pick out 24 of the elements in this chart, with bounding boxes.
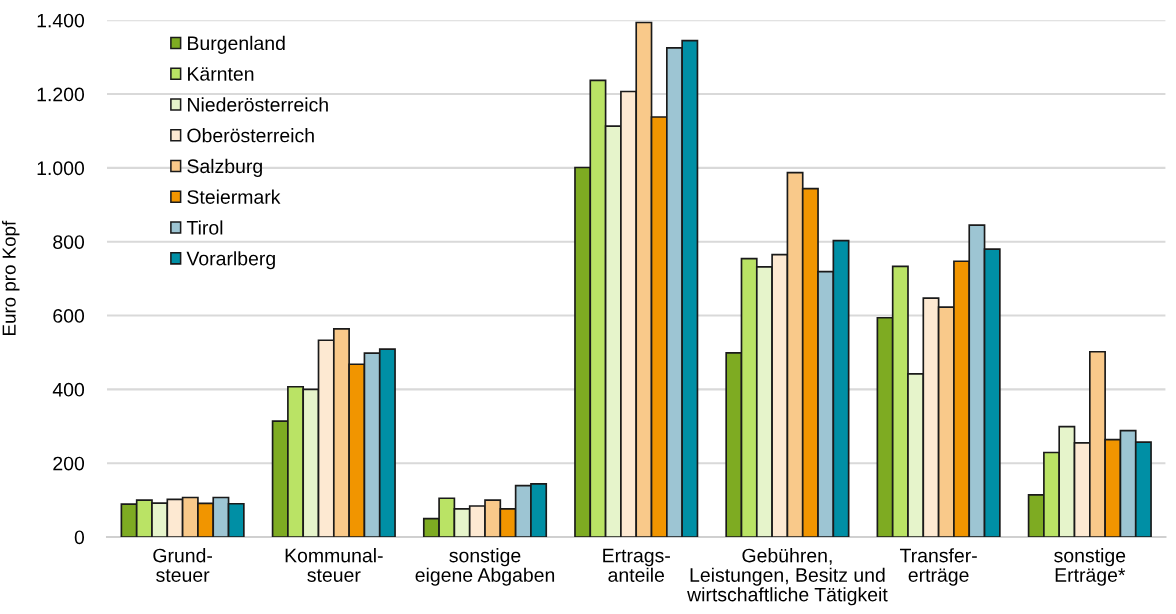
y-tick-label: 1.200	[37, 87, 85, 102]
x-tick-label: sonstige Erträge*	[1054, 548, 1126, 586]
x-tick-label: sonstige eigene Abgaben	[415, 548, 555, 586]
legend-label: Burgenland	[188, 35, 285, 54]
legend-label: Kärnten	[188, 67, 254, 81]
x-tick-label: Grund- steuer	[153, 548, 213, 582]
legend-label: Salzburg	[187, 158, 262, 177]
x-tick-label: Gebühren, Leistungen, Besitz und wirtschaftliche Tätigkeit	[687, 548, 888, 606]
legend-label: Niederösterreich	[188, 97, 328, 112]
x-tick-label: Transfer- erträge	[899, 548, 977, 586]
y-tick-label: 600	[53, 309, 85, 323]
y-tick-label: 1.400	[37, 13, 85, 28]
x-tick-label: Ertrags- anteile	[603, 548, 670, 582]
y-tick-label: 400	[52, 382, 85, 397]
y-tick-label: 0	[74, 530, 85, 545]
legend-label: Tirol	[186, 220, 223, 235]
y-tick-label: 1.000	[37, 161, 85, 176]
y-tick-label: 200	[53, 456, 85, 471]
y-tick-label: 800	[53, 235, 85, 249]
legend-label: Steiermark	[187, 189, 281, 204]
x-tick-label: Kommunal- steuer	[285, 548, 383, 582]
legend-label: Vorarlberg	[186, 251, 275, 270]
legend-label: Oberösterreich	[187, 128, 314, 143]
y-axis-title: Euro pro Kopf	[2, 220, 20, 335]
